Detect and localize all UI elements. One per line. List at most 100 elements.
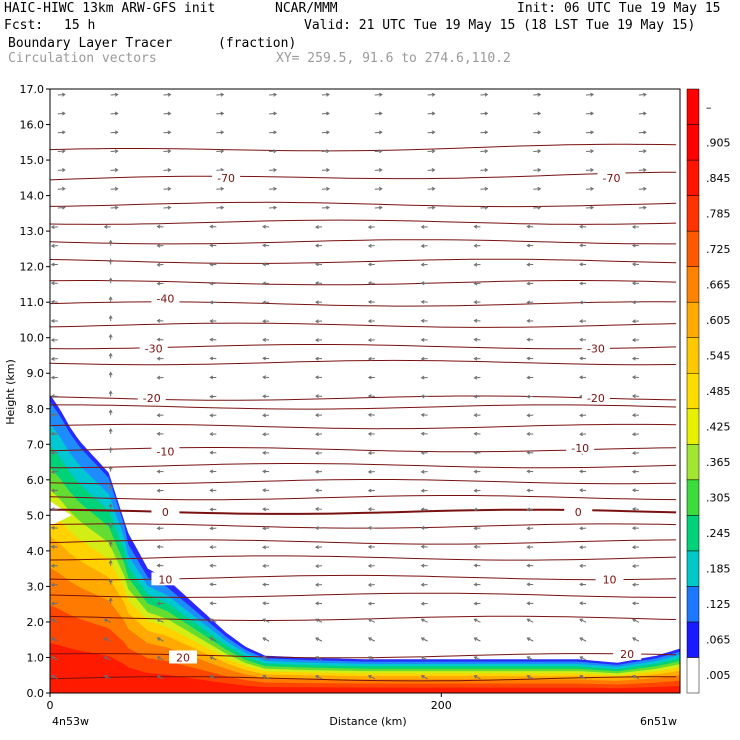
colorbar-swatch bbox=[686, 479, 700, 516]
vector-arrow bbox=[51, 656, 59, 661]
colorbar-swatch bbox=[686, 621, 700, 658]
vector-arrowhead bbox=[473, 488, 478, 493]
contour-label-bg bbox=[613, 646, 642, 660]
vector-arrowhead bbox=[367, 431, 372, 436]
vector-arrowhead bbox=[315, 451, 319, 456]
colorbar-label: .065 bbox=[706, 634, 731, 647]
vector-arrowhead bbox=[484, 149, 489, 154]
vector-arrowhead bbox=[61, 130, 66, 135]
vector-arrowhead bbox=[50, 675, 55, 679]
vector-arrow bbox=[315, 656, 323, 661]
vector-arrowhead bbox=[631, 413, 636, 418]
vector-arrowhead bbox=[273, 205, 278, 210]
vector-arrowhead bbox=[114, 149, 119, 154]
vector-arrow bbox=[216, 131, 224, 134]
y-tick-label: 15.0 bbox=[20, 154, 45, 167]
vector-arrow bbox=[269, 169, 277, 171]
vector-arrowhead bbox=[473, 618, 478, 623]
colorbar-label: .425 bbox=[706, 421, 731, 434]
colorbar-swatch bbox=[686, 586, 700, 623]
vector-arrowhead bbox=[473, 318, 478, 323]
vector-arrow bbox=[51, 675, 59, 680]
vector-arrowhead bbox=[526, 300, 531, 305]
vector-arrowhead bbox=[167, 130, 172, 135]
vector-arrow bbox=[210, 637, 217, 642]
vector-arrow bbox=[579, 656, 587, 661]
tracer-gap bbox=[50, 501, 72, 527]
vector-arrowhead bbox=[50, 618, 55, 623]
vector-arrow bbox=[321, 169, 329, 171]
y-tick-label: 3.0 bbox=[27, 580, 45, 593]
vector-arrowhead bbox=[579, 656, 584, 660]
vector-arrowhead bbox=[315, 564, 319, 569]
vector-arrowhead bbox=[579, 582, 583, 587]
contour-line bbox=[49, 523, 677, 529]
vector-arrowhead bbox=[315, 582, 319, 587]
vector-arrow bbox=[632, 618, 640, 623]
vector-arrowhead bbox=[631, 243, 636, 248]
y-tick-label: 2.0 bbox=[27, 616, 45, 629]
vector-arrow bbox=[474, 675, 481, 680]
vector-arrowhead bbox=[262, 675, 267, 679]
vector-arrowhead bbox=[167, 92, 172, 97]
vector-arrowhead bbox=[156, 675, 161, 679]
vector-arrowhead bbox=[420, 450, 425, 455]
vector-arrowhead bbox=[367, 544, 372, 549]
vector-arrowhead bbox=[420, 318, 425, 323]
colorbar-label: – bbox=[706, 101, 712, 114]
vector-arrow bbox=[638, 169, 646, 171]
vector-arrowhead bbox=[367, 450, 372, 455]
vector-arrowhead bbox=[579, 637, 584, 641]
contour-line bbox=[49, 653, 677, 659]
vector-arrowhead bbox=[209, 375, 214, 380]
vector-arrowhead bbox=[579, 281, 583, 286]
vector-arrowhead bbox=[167, 168, 172, 173]
vector-arrowhead bbox=[50, 488, 55, 493]
contour-label: 10 bbox=[158, 573, 172, 586]
vector-arrowhead bbox=[420, 675, 425, 679]
vector-arrowhead bbox=[473, 300, 478, 305]
vector-arrowhead bbox=[108, 258, 113, 263]
vector-arrowhead bbox=[50, 281, 55, 286]
vector-arrowhead bbox=[431, 205, 436, 210]
vector-arrowhead bbox=[579, 337, 583, 342]
contour-line bbox=[50, 404, 677, 410]
vector-arrow bbox=[269, 94, 277, 96]
vector-arrowhead bbox=[642, 205, 647, 210]
vector-arrowhead bbox=[579, 618, 584, 623]
vector-arrowhead bbox=[590, 149, 595, 154]
vector-arrowhead bbox=[473, 394, 478, 399]
vector-arrowhead bbox=[50, 338, 55, 343]
vector-arrowhead bbox=[273, 130, 278, 135]
vector-arrowhead bbox=[579, 432, 583, 437]
vector-arrowhead bbox=[631, 601, 636, 606]
vector-arrowhead bbox=[420, 299, 425, 304]
colorbar-label: .605 bbox=[706, 314, 731, 327]
vector-arrowhead bbox=[108, 277, 113, 282]
vector-arrowhead bbox=[579, 262, 583, 267]
vector-arrow bbox=[57, 207, 65, 209]
vector-arrowhead bbox=[315, 375, 319, 380]
vector-arrowhead bbox=[378, 205, 383, 210]
vector-arrowhead bbox=[108, 428, 113, 432]
vector-arrowhead bbox=[209, 394, 214, 399]
vector-arrowhead bbox=[473, 544, 478, 549]
vector-arrow bbox=[579, 637, 587, 642]
vector-arrow bbox=[110, 169, 118, 171]
field-name: Boundary Layer Tracer bbox=[8, 36, 173, 51]
vector-arrowhead bbox=[579, 375, 583, 380]
vector-arrowhead bbox=[108, 597, 113, 602]
vector-arrow bbox=[157, 618, 164, 623]
vector-arrowhead bbox=[315, 469, 319, 474]
vector-arrow bbox=[586, 131, 594, 134]
contour-line bbox=[49, 171, 677, 181]
tracer-band-10 bbox=[50, 642, 680, 693]
vector-arrowhead bbox=[579, 563, 583, 568]
contour-label: -10 bbox=[571, 442, 589, 455]
vector-arrowhead bbox=[50, 525, 55, 530]
vector-arrowhead bbox=[420, 262, 425, 267]
vector-arrowhead bbox=[367, 412, 372, 417]
vector-arrowhead bbox=[579, 601, 584, 606]
vector-arrowhead bbox=[262, 319, 267, 324]
vector-arrowhead bbox=[420, 656, 425, 660]
